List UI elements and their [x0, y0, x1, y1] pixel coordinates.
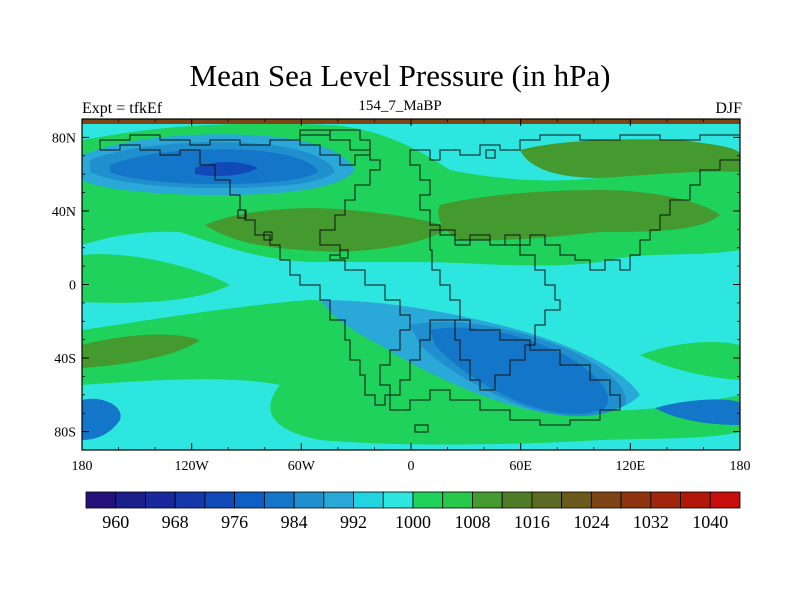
time-label: 154_7_MaBP [358, 98, 442, 114]
colorbar-swatch [590, 491, 622, 509]
y-tick-label: 80S [54, 426, 76, 441]
colorbar: 960 968 976 984 992 1000 1008 1016 1024 1032 1040 [85, 491, 741, 532]
colorbar-label: 1008 [454, 512, 490, 532]
colorbar-swatch [472, 491, 503, 509]
colorbar-swatch [412, 491, 444, 509]
colorbar-label: 1024 [573, 512, 609, 532]
map-title: Mean Sea Level Pressure (in hPa) [189, 58, 611, 93]
greenland-coastline [299, 129, 371, 166]
colorbar-swatch [145, 491, 176, 509]
x-tick-label: 0 [408, 459, 415, 474]
eurasia-coastline [409, 134, 740, 271]
colorbar-swatch [353, 491, 384, 509]
colorbar-swatch [382, 491, 414, 509]
colorbar-label: 976 [221, 512, 248, 532]
x-tick-label: 180 [730, 459, 751, 474]
pressure-field [82, 119, 740, 450]
colorbar-swatch [174, 491, 206, 509]
x-tick-label: 60E [509, 459, 532, 474]
y-axis: 80N 40N 0 40S 80S [52, 118, 740, 451]
africa-coastline [429, 229, 561, 391]
colorbar-label: 1016 [514, 512, 550, 532]
colorbar-swatch [620, 491, 652, 509]
colorbar-swatch [323, 491, 354, 509]
y-tick-label: 0 [69, 279, 76, 294]
experiment-label: Expt = tfkEf [82, 100, 163, 117]
colorbar-swatch [561, 491, 592, 509]
colorbar-label: 984 [281, 512, 308, 532]
x-tick-label: 120W [175, 459, 210, 474]
colorbar-label: 1000 [395, 512, 431, 532]
colorbar-label: 960 [102, 512, 129, 532]
colorbar-label: 968 [162, 512, 189, 532]
colorbar-label: 1040 [692, 512, 728, 532]
y-tick-label: 40S [54, 352, 76, 367]
colorbar-swatch [650, 491, 681, 509]
x-tick-label: 120E [616, 459, 646, 474]
colorbar-swatch [204, 491, 236, 509]
colorbar-swatch [531, 491, 563, 509]
colorbar-swatch [234, 491, 265, 509]
colorbar-swatch [115, 491, 146, 509]
x-axis: 180 120W 60W 0 60E 120E 180 [72, 119, 751, 474]
season-label: DJF [715, 100, 742, 117]
x-tick-label: 60W [288, 459, 316, 474]
colorbar-swatch [263, 491, 295, 509]
colorbar-swatch [709, 491, 741, 509]
colorbar-swatch [85, 491, 117, 509]
y-tick-label: 80N [52, 131, 76, 146]
colorbar-swatch [442, 491, 473, 509]
colorbar-label: 1032 [633, 512, 669, 532]
colorbar-label: 992 [340, 512, 367, 532]
colorbar-swatch [501, 491, 533, 509]
southern-coastline [389, 319, 621, 426]
colorbar-swatch [293, 491, 325, 509]
x-tick-label: 180 [72, 459, 93, 474]
y-tick-label: 40N [52, 205, 76, 220]
colorbar-swatch [680, 491, 711, 509]
